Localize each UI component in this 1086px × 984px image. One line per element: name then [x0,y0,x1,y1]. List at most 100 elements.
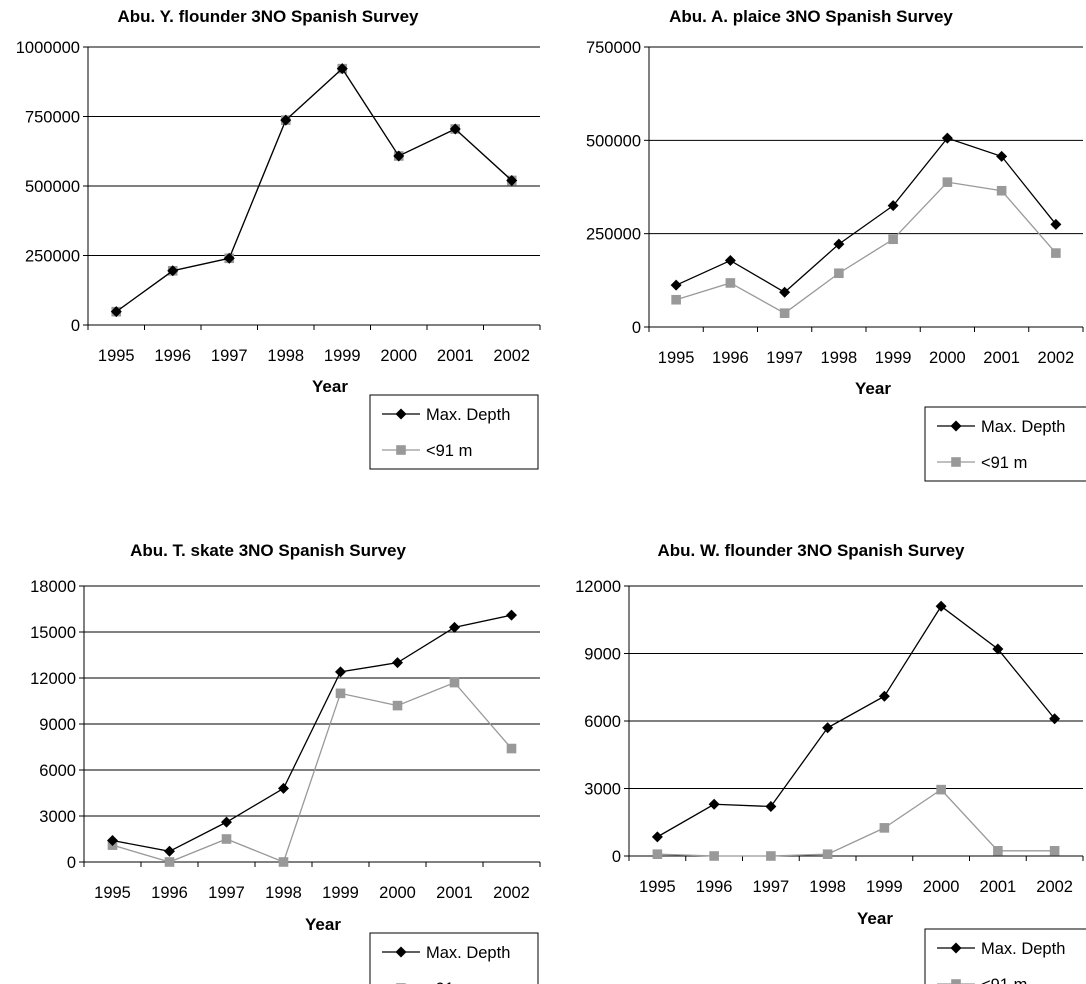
x-tick-label: 1995 [94,884,131,902]
legend: Max. Depth <91 m [369,932,539,984]
series-max-depth [107,609,517,857]
legend-box [924,928,1086,984]
data-point [670,279,682,291]
y-tick-label: 1000000 [16,39,80,57]
legend: Max. Depth <91 m [369,394,539,470]
data-point [709,851,719,861]
series-shallow [107,677,517,867]
data-point [996,185,1007,196]
data-point [942,177,953,187]
y-tick-label: 6000 [39,762,76,780]
data-point [221,816,232,828]
y-tick-label: 0 [612,848,621,866]
legend-marker [395,946,407,958]
y-tick-label: 750000 [586,39,641,57]
data-point [107,835,118,847]
y-tick-label: 500000 [25,178,80,196]
data-point [164,857,175,867]
y-tick-label: 15000 [30,624,76,642]
data-point [221,834,232,844]
data-point [167,265,179,277]
data-point [822,849,833,859]
legend-label: Max. Depth [426,406,510,424]
legend-marker [950,420,962,432]
data-point [992,643,1004,655]
x-tick-label: 1997 [211,347,248,365]
series-shallow [671,177,1061,318]
chart-title: Abu. T. skate 3NO Spanish Survey [130,541,406,560]
chart-thorny-skate: Abu. T. skate 3NO Spanish Survey 0 3000 600… [30,541,541,984]
data-point [506,743,517,754]
series-line [675,181,1057,314]
legend-label: <91 m [981,976,1027,984]
legend-marker [951,457,961,467]
chart-witch-flounder: Abu. W. flounder 3NO Spanish Survey 0 3000… [575,541,1086,984]
x-tick-label: 1996 [154,347,191,365]
data-point [110,306,122,318]
chart-american-plaice: Abu. A. plaice 3NO Spanish Survey 0 250000… [586,7,1086,482]
legend-label: <91 m [426,442,472,460]
x-tick-label: 2000 [923,878,960,896]
series-shallow [111,63,517,317]
x-axis-label: Year [305,915,341,934]
data-point [449,123,461,135]
y-tick-label: 3000 [39,808,76,826]
chart-panel-american-plaice: Abu. A. plaice 3NO Spanish Survey 0 250000… [543,0,1086,492]
data-point [765,801,777,812]
data-point [449,677,460,688]
legend-label: Max. Depth [426,944,510,962]
x-tick-label: 2000 [379,884,416,902]
data-point [993,846,1003,856]
y-tick-label: 12000 [30,670,76,688]
chart-title: Abu. W. flounder 3NO Spanish Survey [658,541,966,560]
series-line [675,137,1057,294]
data-point [766,851,776,861]
data-point [223,252,235,264]
x-tick-label: 2001 [437,347,474,365]
data-point [935,600,947,612]
x-tick-label: 1995 [98,347,135,365]
series-line [115,67,513,313]
y-tick-label: 12000 [575,578,621,596]
x-tick-label: 2001 [983,349,1020,367]
x-tick-label: 1995 [639,878,676,896]
y-tick-label: 9000 [584,646,621,664]
data-point [335,688,346,699]
legend-label: Max. Depth [981,940,1065,958]
series-line [657,605,1056,838]
data-point [278,857,289,867]
x-tick-label: 1998 [265,884,302,902]
data-point [779,308,790,318]
series-max-depth [110,63,518,318]
x-tick-label: 1999 [866,878,903,896]
data-point [1050,218,1062,230]
data-point [335,666,346,678]
data-point [887,200,899,212]
data-point [936,784,946,795]
y-tick-label: 9000 [39,716,76,734]
x-tick-label: 1999 [322,884,359,902]
chart-yellowtail-flounder: Abu. Y. flounder 3NO Spanish Survey 0 2500… [16,7,541,470]
x-tick-label: 1996 [151,884,188,902]
x-tick-label: 2002 [1038,349,1075,367]
data-point [652,849,663,859]
legend: Max. Depth <91 m [924,406,1086,482]
data-point [393,150,405,162]
y-tick-label: 250000 [586,226,641,244]
data-point [392,700,403,711]
data-point [164,845,175,857]
legend-box [369,394,539,470]
series-max-depth [670,132,1062,298]
x-tick-label: 2002 [493,347,530,365]
data-point [506,609,517,621]
chart-panel-witch-flounder: Abu. W. flounder 3NO Spanish Survey 0 3000… [543,492,1086,984]
x-tick-label: 2000 [380,347,417,365]
x-tick-label: 1996 [696,878,733,896]
x-tick-label: 2001 [436,884,473,902]
data-point [834,268,844,279]
y-tick-label: 18000 [30,578,76,596]
data-point [336,63,348,75]
x-tick-label: 2001 [980,878,1017,896]
legend-marker [951,979,961,984]
legend-label: <91 m [426,980,472,984]
